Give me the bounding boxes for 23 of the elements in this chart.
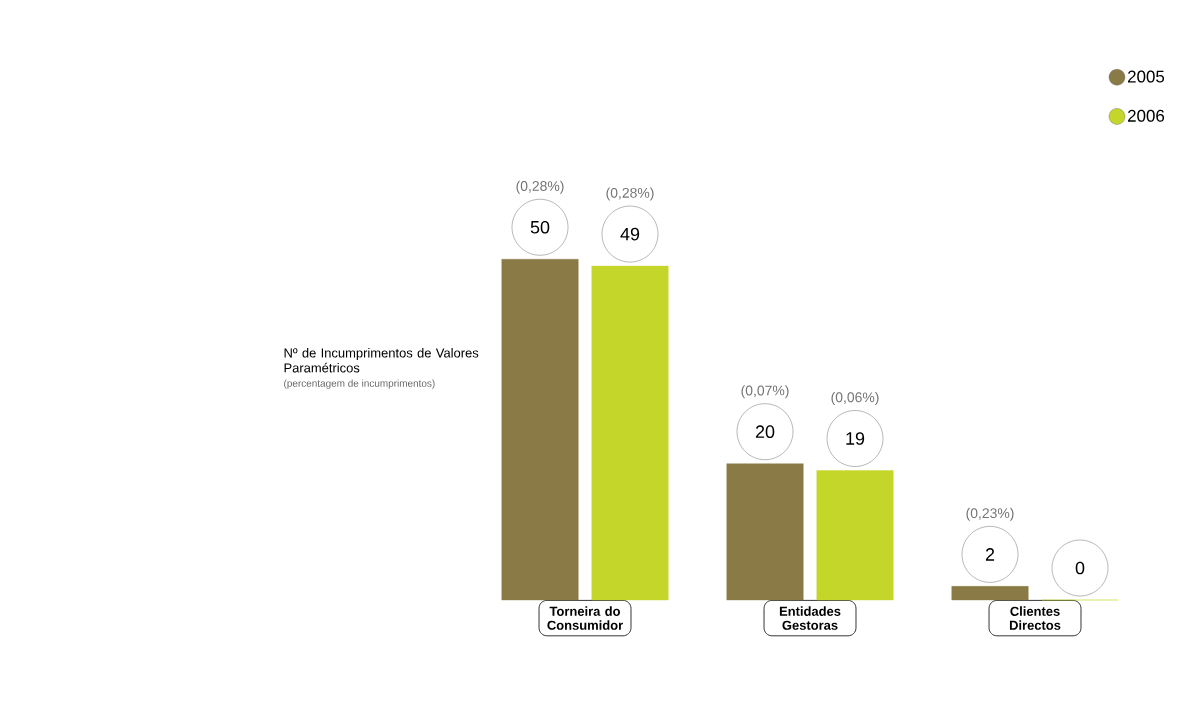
bar: [726, 463, 804, 601]
bar: [591, 265, 669, 601]
data-label: 50: [530, 220, 550, 234]
bar: [816, 470, 894, 601]
annotation: (0,07%): [741, 385, 789, 399]
legend-label: 2005: [1128, 70, 1165, 83]
x-tick-label: Clientes Directos: [1009, 606, 1061, 630]
x-tick-label: Torneira do Consumidor: [547, 606, 623, 630]
data-label: 49: [620, 227, 640, 241]
bar: [951, 586, 1029, 601]
text: (0,28%): [606, 187, 654, 201]
text: (percentagem de incumprimentos): [284, 379, 435, 389]
annotation: (0,06%): [831, 392, 879, 405]
data-label: 20: [755, 425, 775, 439]
text: (0,28%): [516, 180, 564, 194]
data-label: 2: [985, 548, 995, 561]
data-label: 0: [1075, 561, 1085, 575]
bar: [501, 259, 579, 601]
annotation: (0,23%): [966, 507, 1014, 521]
legend-label: 2006: [1128, 109, 1165, 122]
x-tick-label: Entidades Gestoras: [779, 606, 841, 630]
data-label: 19: [846, 432, 865, 445]
y-axis-title: Nº de Incumprimentos de Valores Paramétricos: [284, 348, 479, 373]
